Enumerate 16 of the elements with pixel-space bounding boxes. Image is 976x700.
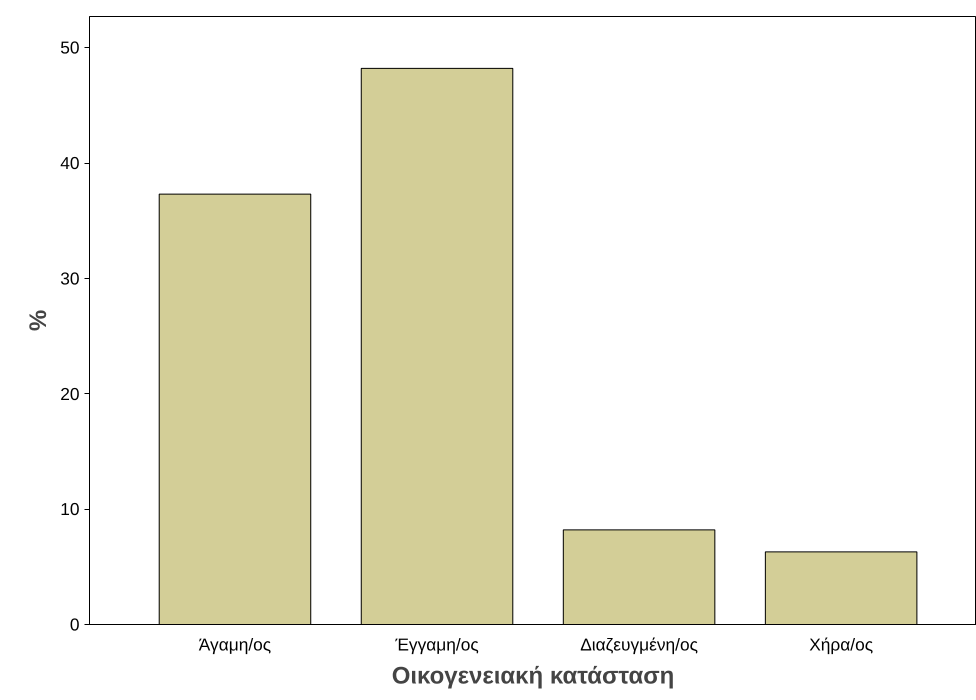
y-tick-label: 0 bbox=[70, 614, 80, 634]
y-tick-label: 50 bbox=[60, 38, 80, 58]
bar bbox=[158, 194, 312, 624]
x-tick-label: Έγγαμη/ος bbox=[394, 634, 479, 654]
x-tick-label: Χήρα/ος bbox=[809, 634, 874, 654]
y-axis-title: % bbox=[25, 310, 52, 332]
y-tick-label: 30 bbox=[60, 268, 80, 288]
bar bbox=[360, 68, 514, 624]
x-tick-label: Διαζευγμένη/ος bbox=[580, 634, 698, 654]
x-axis-title: Οικογενειακή κατάσταση bbox=[392, 662, 674, 690]
y-tick-label: 40 bbox=[60, 153, 80, 174]
bar bbox=[562, 529, 716, 624]
bar bbox=[764, 551, 918, 624]
y-tick-label: 10 bbox=[60, 499, 80, 520]
x-tick-label: Άγαμη/ος bbox=[198, 634, 272, 654]
y-tick-label: 20 bbox=[60, 384, 80, 404]
